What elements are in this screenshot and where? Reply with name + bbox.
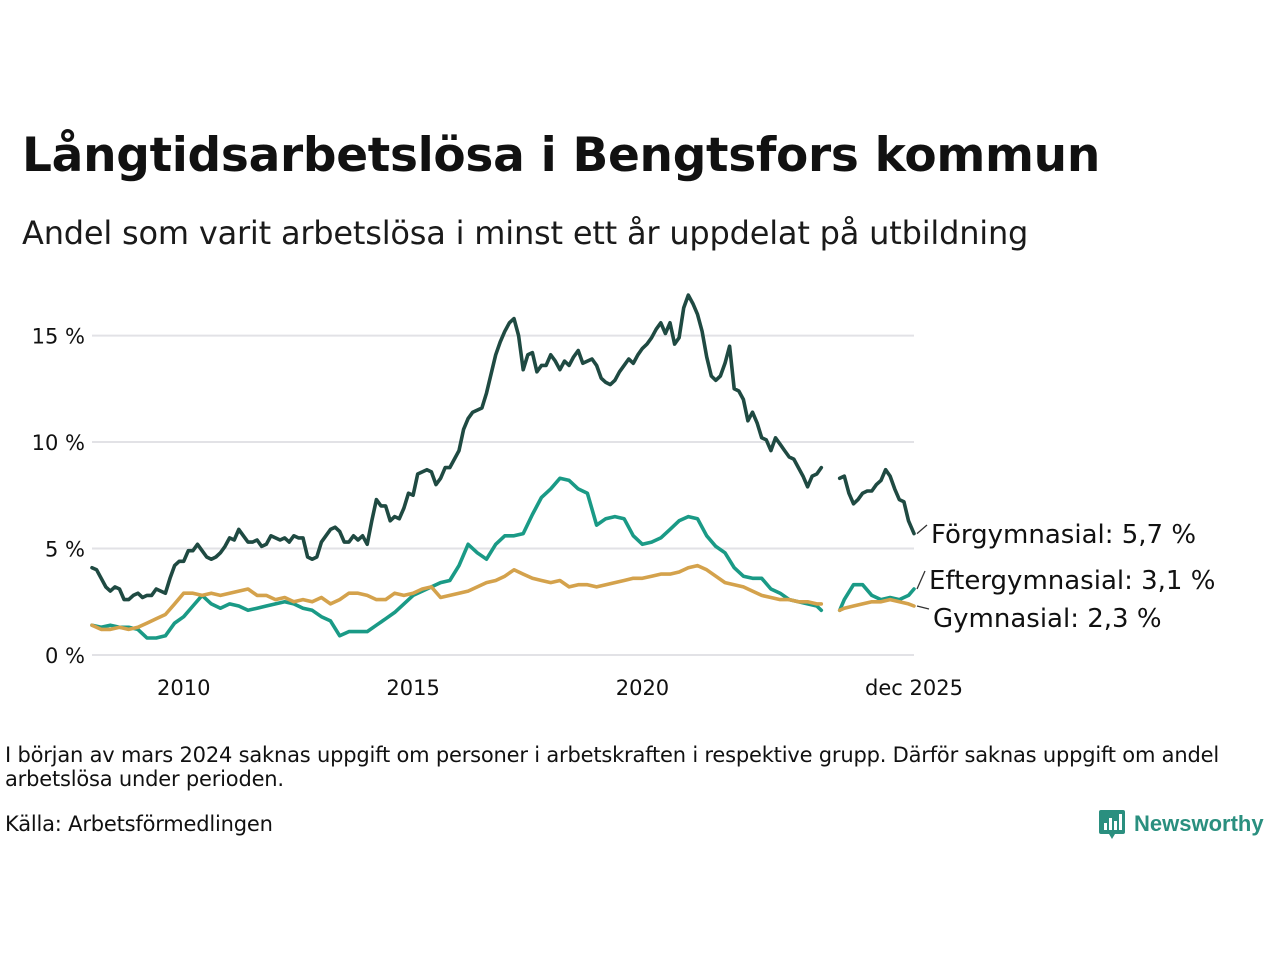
line-chart: 0 % 5 % 10 % 15 % 2010 2015 2020 dec 2025 Förg… <box>32 293 1215 700</box>
series-end-label: Eftergymnasial: 3,1 % <box>929 566 1215 596</box>
x-tick-label: dec 2025 <box>865 676 963 700</box>
x-tick-label: 2020 <box>616 676 669 700</box>
label-leader <box>916 605 930 610</box>
source-text: Källa: Arbetsförmedlingen <box>5 812 273 836</box>
y-tick-label: 15 % <box>32 325 85 349</box>
series-line-förgymnasial <box>90 293 916 602</box>
y-tick-label: 0 % <box>45 644 85 668</box>
chart-note: I början av mars 2024 saknas uppgift om … <box>5 743 1219 791</box>
page-subtitle: Andel som varit arbetslösa i minst ett å… <box>22 214 1029 252</box>
y-tick-label: 10 % <box>32 431 85 455</box>
brand-name: Newsworthy <box>1134 811 1264 836</box>
series-end-label: Gymnasial: 2,3 % <box>933 604 1162 634</box>
y-tick-label: 5 % <box>45 538 85 562</box>
brand-logo[interactable]: Newsworthy <box>1098 808 1264 840</box>
newsworthy-logo-icon <box>1099 810 1125 839</box>
label-leader <box>916 570 926 590</box>
series-line-gymnasial <box>90 563 916 632</box>
series-end-label: Förgymnasial: 5,7 % <box>931 520 1196 550</box>
page-title: Långtidsarbetslösa i Bengtsfors kommun <box>22 128 1100 183</box>
x-tick-label: 2015 <box>386 676 439 700</box>
x-axis: 2010 2015 2020 dec 2025 <box>157 676 963 700</box>
series-labels: Förgymnasial: 5,7 % Eftergymnasial: 3,1 %… <box>916 520 1215 634</box>
y-axis: 0 % 5 % 10 % 15 % <box>32 325 85 668</box>
x-tick-label: 2010 <box>157 676 210 700</box>
label-leader <box>916 524 928 535</box>
series-lines <box>90 293 916 640</box>
series-line-eftergymnasial <box>90 476 916 640</box>
